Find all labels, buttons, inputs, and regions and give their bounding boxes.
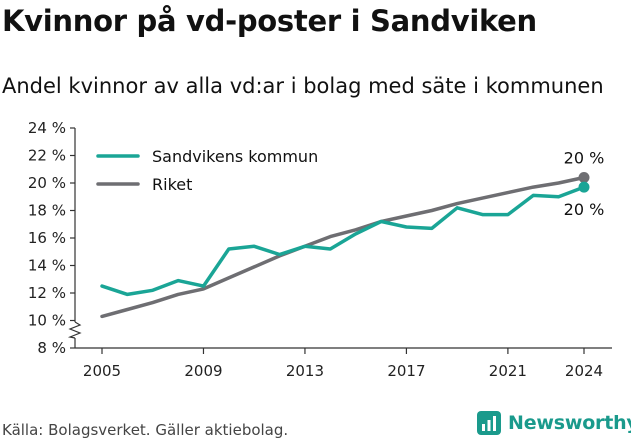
brand[interactable]: Newsworthy	[476, 408, 631, 438]
legend-label-sandvikens-kommun: Sandvikens kommun	[152, 147, 318, 166]
x-tick-label: 2005	[83, 362, 121, 380]
x-tick-label: 2024	[565, 362, 603, 380]
x-tick-label: 2021	[489, 362, 527, 380]
y-tick-label: 8 %	[37, 339, 66, 357]
x-tick-label: 2013	[286, 362, 324, 380]
y-tick-label: 20 %	[28, 174, 66, 192]
end-label-riket: 20 %	[564, 149, 605, 168]
legend-label-riket: Riket	[152, 175, 192, 194]
y-tick-label: 10 %	[28, 312, 66, 330]
series-end-point-riket	[578, 172, 590, 183]
y-axis-break-icon	[67, 321, 82, 339]
series-line-sandvikens-kommun	[100, 185, 586, 297]
series-end-point-sandvikens-kommun	[578, 181, 590, 193]
y-tick-label: 18 %	[28, 202, 66, 220]
y-tick-label: 16 %	[28, 229, 66, 247]
y-tick-label: 24 %	[28, 119, 66, 137]
end-label-sandvikens-kommun: 20 %	[564, 200, 605, 219]
y-tick-label: 22 %	[28, 147, 66, 165]
source-note: Källa: Bolagsverket. Gäller aktiebolag.	[2, 421, 289, 439]
brand-name: Newsworthy	[508, 412, 631, 434]
x-tick-label: 2009	[184, 362, 222, 380]
y-tick-label: 12 %	[28, 284, 66, 302]
y-tick-label: 14 %	[28, 257, 66, 275]
chart-subtitle: Andel kvinnor av alla vd:ar i bolag med …	[2, 74, 604, 98]
series-line-riket	[100, 175, 586, 319]
newsworthy-logo-icon	[477, 411, 501, 435]
chart-title: Kvinnor på vd-poster i Sandviken	[2, 4, 537, 38]
x-tick-label: 2017	[387, 362, 425, 380]
